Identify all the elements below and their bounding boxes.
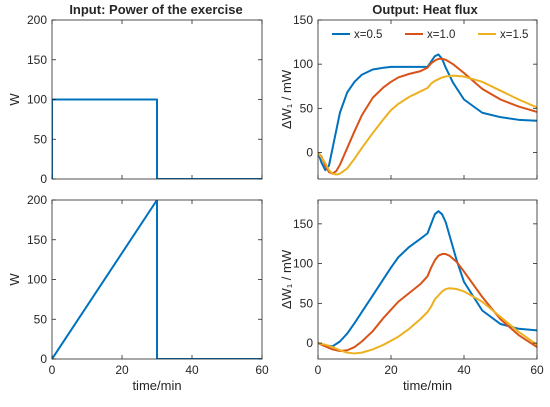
input-ramp-series-0 xyxy=(52,200,262,359)
input-step-series-0 xyxy=(52,98,262,179)
output-step-ytick-label: 0 xyxy=(306,146,313,160)
input-step-ytick-label: 150 xyxy=(27,53,47,67)
input-ramp-xtick-label: 20 xyxy=(115,363,129,377)
plot-input-step: 0 50 100 150 200 W xyxy=(7,13,263,186)
output-ramp-ytick-label: 50 xyxy=(300,296,314,310)
output-ramp-series-x-1-0 xyxy=(318,253,537,353)
output-ramp-ytick-label: 100 xyxy=(293,257,313,271)
output-ramp-ytick-label: 0 xyxy=(306,336,313,350)
input-ramp-ytick-label: 150 xyxy=(27,233,47,247)
output-step-series-x-1-0 xyxy=(318,57,537,175)
output-step-ytick-label: 150 xyxy=(293,13,313,27)
input-ramp-xlabel: time/min xyxy=(132,378,181,393)
left-panel-title: Input: Power of the exercise xyxy=(69,2,242,17)
input-ramp-ytick-label: 200 xyxy=(27,193,47,207)
input-step-ytick-label: 50 xyxy=(34,132,48,146)
output-step-ytick-label: 50 xyxy=(300,101,314,115)
right-panel-title: Output: Heat flux xyxy=(372,2,478,17)
input-step-ytick-label: 100 xyxy=(27,93,47,107)
output-ramp-xtick-label: 40 xyxy=(457,363,471,377)
output-ramp-series-x-0-5 xyxy=(318,210,537,348)
plot-output-step: 0 50 100 150 ΔW₁ / mW x=0.5 x=1.0 x=1.5 xyxy=(279,13,538,180)
output-ramp-ytick-label: 150 xyxy=(293,217,313,231)
output-step-ylabel: ΔW₁ / mW xyxy=(279,69,294,129)
legend-label: x=1.5 xyxy=(500,29,528,41)
output-step-axes-box xyxy=(317,19,538,180)
input-ramp-ytick-label: 0 xyxy=(40,352,47,366)
output-ramp-series-x-1-5 xyxy=(318,287,537,355)
input-ramp-xtick-label: 60 xyxy=(255,363,269,377)
input-ramp-xtick-label: 0 xyxy=(49,363,56,377)
output-ramp-xtick-label: 0 xyxy=(315,363,322,377)
input-step-ytick-label: 200 xyxy=(27,13,47,27)
input-ramp-ylabel: W xyxy=(7,273,22,286)
output-step-series-x-0-5 xyxy=(318,53,537,172)
output-ramp-xtick-label: 20 xyxy=(384,363,398,377)
output-ramp-xtick-label: 60 xyxy=(530,363,544,377)
output-ramp-xlabel: time/min xyxy=(403,378,452,393)
output-step-series-x-1-5 xyxy=(318,74,537,176)
input-ramp-xtick-label: 40 xyxy=(185,363,199,377)
output-ramp-axes-box xyxy=(317,199,538,360)
plot-input-ramp: 0 20 40 60 0 50 100 150 200 time/min W xyxy=(7,193,269,393)
plot-output-ramp: 0 20 40 60 0 50 100 150 time/min ΔW₁ / mW xyxy=(279,199,544,393)
input-step-ylabel: W xyxy=(7,93,22,106)
output-ramp-ylabel: ΔW₁ / mW xyxy=(279,249,294,309)
input-ramp-ytick-label: 50 xyxy=(34,312,48,326)
legend-label: x=1.0 xyxy=(427,29,455,41)
legend-label: x=0.5 xyxy=(354,29,382,41)
input-ramp-ytick-label: 100 xyxy=(27,273,47,287)
output-step-ytick-label: 100 xyxy=(293,57,313,71)
input-step-ytick-label: 0 xyxy=(40,172,47,186)
